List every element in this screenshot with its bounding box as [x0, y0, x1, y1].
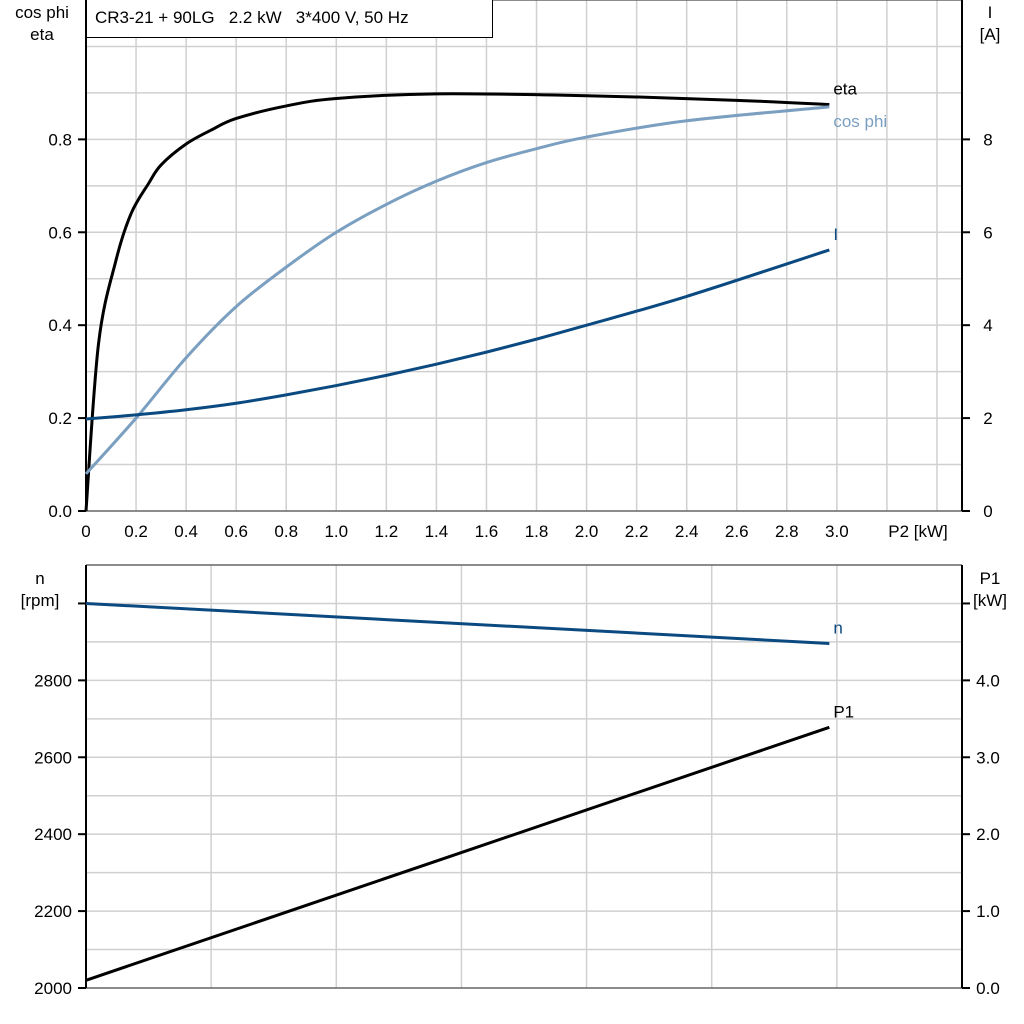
y-tick-label-left: 0.0 — [48, 502, 72, 521]
y-axis-label-right-line2: [kW] — [973, 591, 1007, 610]
x-tick-label: 2.4 — [675, 522, 699, 541]
x-tick-label: 0.8 — [274, 522, 298, 541]
series-line-n — [85, 601, 830, 645]
series-line-eta — [84, 92, 830, 512]
y-axis-label-left-line2: eta — [30, 25, 54, 44]
x-tick-label: 0 — [81, 522, 90, 541]
y-axis-label-left-line1: n — [35, 569, 44, 588]
x-tick-label: 1.4 — [425, 522, 449, 541]
series-label-n: n — [833, 618, 842, 637]
chart-title: CR3-21 + 90LG 2.2 kW 3*400 V, 50 Hz — [86, 0, 493, 38]
y-tick-label-left: 0.8 — [48, 130, 72, 149]
y-tick-label-left: 0.2 — [48, 409, 72, 428]
y-tick-label-left: 2400 — [34, 825, 72, 844]
series-label-i: I — [833, 225, 838, 244]
series-label-eta: eta — [833, 80, 857, 99]
x-tick-label: 1.0 — [324, 522, 348, 541]
y-axis-label-right-line2: [A] — [980, 25, 1001, 44]
y-tick-label-right: 0.0 — [976, 979, 1000, 998]
y-tick-label-left: 2000 — [34, 979, 72, 998]
y-tick-label-right: 6 — [983, 223, 992, 242]
x-tick-label: 1.2 — [375, 522, 399, 541]
x-tick-label: 2.8 — [775, 522, 799, 541]
series-line-i — [85, 248, 830, 421]
x-tick-label: 0.6 — [224, 522, 248, 541]
y-tick-label-right: 0 — [983, 502, 992, 521]
x-tick-label: 0.4 — [174, 522, 198, 541]
y-tick-label-left: 0.4 — [48, 316, 72, 335]
y-tick-label-right: 1.0 — [976, 902, 1000, 921]
x-tick-label: 2.0 — [575, 522, 599, 541]
series-label-cos-phi: cos phi — [833, 112, 887, 131]
y-axis-label-left-line2: [rpm] — [21, 591, 60, 610]
y-axis-label-right-line1: I — [988, 3, 993, 22]
x-tick-label: 3.0 — [825, 522, 849, 541]
y-tick-label-left: 2600 — [34, 748, 72, 767]
y-tick-label-right: 2.0 — [976, 825, 1000, 844]
y-tick-label-right: 4 — [983, 316, 992, 335]
x-tick-label: 2.6 — [725, 522, 749, 541]
y-tick-label-left: 2800 — [34, 671, 72, 690]
x-tick-label: 1.6 — [475, 522, 499, 541]
x-tick-label: 1.8 — [525, 522, 549, 541]
y-tick-label-right: 8 — [983, 130, 992, 149]
y-tick-label-right: 4.0 — [976, 671, 1000, 690]
x-tick-label: 2.2 — [625, 522, 649, 541]
y-tick-label-left: 2200 — [34, 902, 72, 921]
y-axis-label-right-line1: P1 — [980, 569, 1001, 588]
y-tick-label-right: 3.0 — [976, 748, 1000, 767]
x-tick-label: 0.2 — [124, 522, 148, 541]
y-tick-label-left: 0.6 — [48, 223, 72, 242]
y-axis-label-left-line1: cos phi — [15, 3, 69, 22]
y-tick-label-right: 2 — [983, 409, 992, 428]
series-line-p1 — [85, 725, 830, 982]
x-axis-label: P2 [kW] — [888, 522, 948, 541]
series-label-p1: P1 — [833, 702, 854, 721]
series-line-cos-phi — [84, 105, 830, 475]
